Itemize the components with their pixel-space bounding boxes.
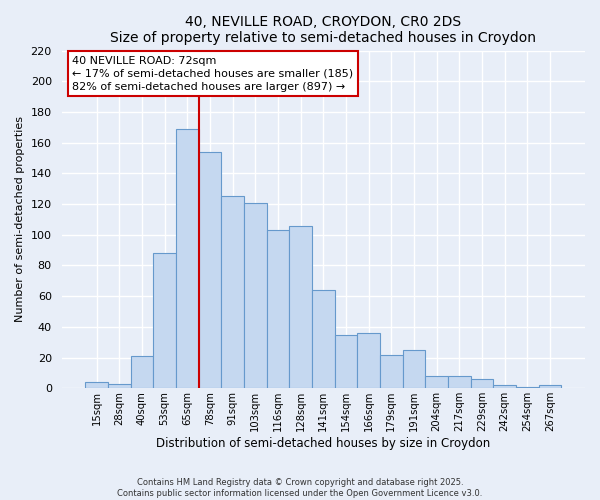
- Bar: [448, 376, 470, 388]
- Bar: [176, 129, 199, 388]
- Bar: [289, 226, 312, 388]
- Bar: [199, 152, 221, 388]
- Title: 40, NEVILLE ROAD, CROYDON, CR0 2DS
Size of property relative to semi-detached ho: 40, NEVILLE ROAD, CROYDON, CR0 2DS Size …: [110, 15, 536, 45]
- Bar: [108, 384, 131, 388]
- Bar: [403, 350, 425, 389]
- Bar: [335, 334, 357, 388]
- Bar: [470, 379, 493, 388]
- Bar: [154, 253, 176, 388]
- Bar: [539, 385, 561, 388]
- Bar: [221, 196, 244, 388]
- Bar: [357, 333, 380, 388]
- Bar: [266, 230, 289, 388]
- Bar: [425, 376, 448, 388]
- Bar: [312, 290, 335, 388]
- Bar: [380, 354, 403, 388]
- Y-axis label: Number of semi-detached properties: Number of semi-detached properties: [15, 116, 25, 322]
- Bar: [244, 202, 266, 388]
- Bar: [516, 387, 539, 388]
- Text: 40 NEVILLE ROAD: 72sqm
← 17% of semi-detached houses are smaller (185)
82% of se: 40 NEVILLE ROAD: 72sqm ← 17% of semi-det…: [72, 56, 353, 92]
- Bar: [85, 382, 108, 388]
- Text: Contains HM Land Registry data © Crown copyright and database right 2025.
Contai: Contains HM Land Registry data © Crown c…: [118, 478, 482, 498]
- X-axis label: Distribution of semi-detached houses by size in Croydon: Distribution of semi-detached houses by …: [156, 437, 490, 450]
- Bar: [493, 385, 516, 388]
- Bar: [131, 356, 154, 388]
